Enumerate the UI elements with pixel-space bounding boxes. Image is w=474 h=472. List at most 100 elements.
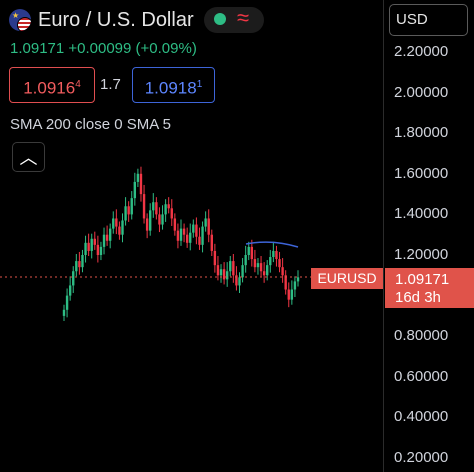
candle-body [241,265,244,278]
candle-body [185,234,189,243]
last-price-badge: 1.09171 16d 3h [385,268,474,308]
candle-body [112,218,115,229]
candle-body [127,206,130,215]
symbol-title[interactable]: Euro / U.S. Dollar [38,9,194,31]
candle-body [225,271,229,280]
candle-body [81,255,84,268]
candle-body [167,204,170,209]
candle-body [259,263,263,272]
candle-body [173,218,177,231]
candle-body [176,230,180,241]
candle-body [130,198,133,215]
candle-body [158,214,161,225]
buy-price-button[interactable]: 1.09181 [132,67,215,103]
candle-body [124,206,127,221]
candle-body [278,259,281,268]
candle-body [250,246,254,260]
delayed-data-icon: ≈ [237,5,250,30]
candle-body [87,242,90,251]
candle-body [256,263,260,268]
price-axis-tick: 2.20000 [394,43,449,60]
candle-body [90,238,93,251]
price-axis-tick: 1.80000 [394,124,449,142]
price-axis-tick: 0.20000 [394,449,449,466]
indicator-legend[interactable]: SMA 200 close 0 SMA 5 [10,116,171,133]
market-open-dot-icon [214,13,226,25]
candle-body [105,234,109,241]
candle-body [232,261,235,276]
candle-body [296,277,300,282]
sell-price-button[interactable]: 1.09164 [9,67,95,103]
price-axis-tick: 1.20000 [394,246,449,263]
candle-body [142,194,146,219]
candle-body [99,246,103,255]
candle-body [93,238,96,245]
candle-body [189,232,192,243]
price-axis-tick: 0.80000 [394,327,449,345]
candle-body [266,265,269,276]
candle-body [170,208,173,219]
candle-body [222,269,226,280]
candle-body [121,220,124,235]
candle-body [275,250,278,260]
candle-body [195,224,198,237]
spread-value: 1.7 [100,76,121,93]
collapse-legend-button[interactable]: ︿ [12,142,45,172]
price-chart[interactable] [0,0,383,472]
candle-body [213,250,217,266]
candle-body [192,224,195,233]
bar-countdown: 16d 3h [395,289,441,306]
candle-body [96,244,100,255]
candle-body [102,234,106,247]
drawing-arc[interactable] [245,241,299,248]
candle-body [247,246,250,255]
candle-body [75,261,78,272]
candle-body [145,218,149,231]
candle-body [152,202,155,211]
candle-body [68,285,72,296]
candle-body [235,275,238,286]
candle-body [149,210,152,231]
chevron-up-icon: ︿ [19,148,38,168]
candle-body [287,289,290,300]
candle-body [198,236,201,245]
candle-body [269,257,272,266]
currency-select[interactable]: USD [389,4,468,36]
candle-body [244,255,247,266]
candle-body [272,250,275,258]
candle-body [290,289,294,300]
candle-body [204,218,207,227]
candle-body [293,281,297,290]
candle-body [182,228,186,235]
candle-body [161,214,164,225]
price-axis-tick: 0.60000 [394,367,449,385]
candle-body [164,204,167,215]
price-axis-tick: 1.60000 [394,164,449,182]
candle-body [62,309,66,316]
price-axis-divider [383,0,384,472]
candle-body [219,269,223,276]
candle-body [139,173,143,195]
candle-body [216,265,220,276]
candle-body [155,202,158,215]
candle-body [65,295,69,310]
euro-flag-icon: ★ [9,9,31,31]
candle-body [262,271,266,276]
candle-body [284,275,287,290]
candle-body [179,228,183,241]
price-axis-tick: 1.40000 [394,205,449,223]
last-price-value: 1.09171 [395,271,450,288]
price-axis-tick: 2.00000 [394,83,449,101]
candle-body [210,234,213,251]
candle-body [201,226,204,245]
candle-body [108,228,112,241]
price-axis-tick: 0.40000 [394,408,449,426]
candle-body [118,226,121,235]
candle-body [133,181,137,199]
candle-body [78,261,81,268]
candle-body [238,277,241,286]
candle-body [229,261,232,272]
candle-body [253,259,257,268]
candle-body [207,218,210,235]
candle-body [136,173,140,182]
